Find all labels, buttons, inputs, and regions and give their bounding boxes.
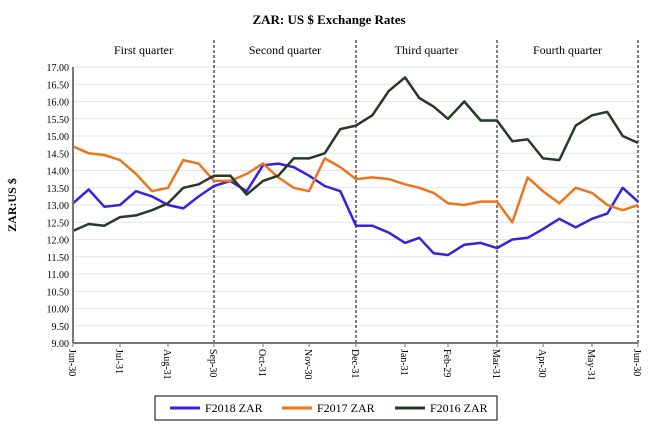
y-axis-label: ZAR:US $ bbox=[5, 178, 19, 232]
x-tick-label: Jun-30 bbox=[66, 349, 77, 376]
series-line-f2017-zar bbox=[72, 145, 639, 224]
y-tick-label: 13.50 bbox=[47, 184, 70, 195]
y-tick-label: 13.00 bbox=[47, 201, 70, 212]
x-tick-label: Sep-30 bbox=[207, 349, 218, 377]
x-tick-label: Jan-31 bbox=[398, 349, 409, 376]
legend-label: F2018 ZAR bbox=[205, 401, 263, 415]
x-tick-label: Nov-30 bbox=[302, 349, 313, 380]
y-tick-label: 12.50 bbox=[47, 218, 70, 229]
y-tick-label: 12.00 bbox=[47, 236, 70, 247]
y-tick-label: 10.50 bbox=[47, 287, 70, 298]
legend: F2018 ZAR F2017 ZAR F2016 ZAR bbox=[154, 395, 498, 421]
legend-label: F2016 ZAR bbox=[430, 401, 488, 415]
y-tick-label: 11.00 bbox=[47, 270, 69, 281]
y-tick-label: 10.00 bbox=[47, 305, 70, 316]
x-tick-label: Jul-31 bbox=[113, 349, 124, 374]
y-tick-label: 15.00 bbox=[47, 132, 70, 143]
y-tick-label: 15.50 bbox=[47, 115, 70, 126]
x-tick-label: Apr-30 bbox=[536, 349, 547, 378]
y-tick-label: 16.50 bbox=[47, 80, 70, 91]
y-tick-label: 14.50 bbox=[47, 149, 70, 160]
series-line-f2018-zar bbox=[72, 162, 639, 257]
x-tick-label: Aug-31 bbox=[161, 349, 172, 380]
x-tick-label: Feb-29 bbox=[441, 349, 452, 377]
x-tick-label: Dec-31 bbox=[349, 349, 360, 378]
x-tick-label: May-31 bbox=[585, 349, 596, 381]
quarter-label: Second quarter bbox=[249, 43, 321, 57]
x-tick-label: Mar-31 bbox=[490, 349, 501, 379]
x-tick-label: Oct-31 bbox=[256, 349, 267, 377]
quarter-label: Third quarter bbox=[395, 43, 459, 57]
series-line-f2016-zar bbox=[72, 76, 639, 233]
chart-title: ZAR: US $ Exchange Rates bbox=[252, 12, 405, 27]
legend-label: F2017 ZAR bbox=[317, 401, 375, 415]
quarter-label: Fourth quarter bbox=[533, 43, 602, 57]
y-tick-label: 17.00 bbox=[47, 63, 70, 74]
quarter-label: First quarter bbox=[114, 43, 173, 57]
y-tick-label: 9.00 bbox=[52, 339, 70, 350]
y-tick-label: 14.00 bbox=[47, 167, 70, 178]
y-tick-label: 11.50 bbox=[47, 253, 69, 264]
legend-box bbox=[154, 395, 498, 421]
x-tick-label: Jun-30 bbox=[631, 349, 642, 376]
y-tick-label: 9.50 bbox=[52, 322, 70, 333]
y-tick-label: 16.00 bbox=[47, 98, 70, 109]
